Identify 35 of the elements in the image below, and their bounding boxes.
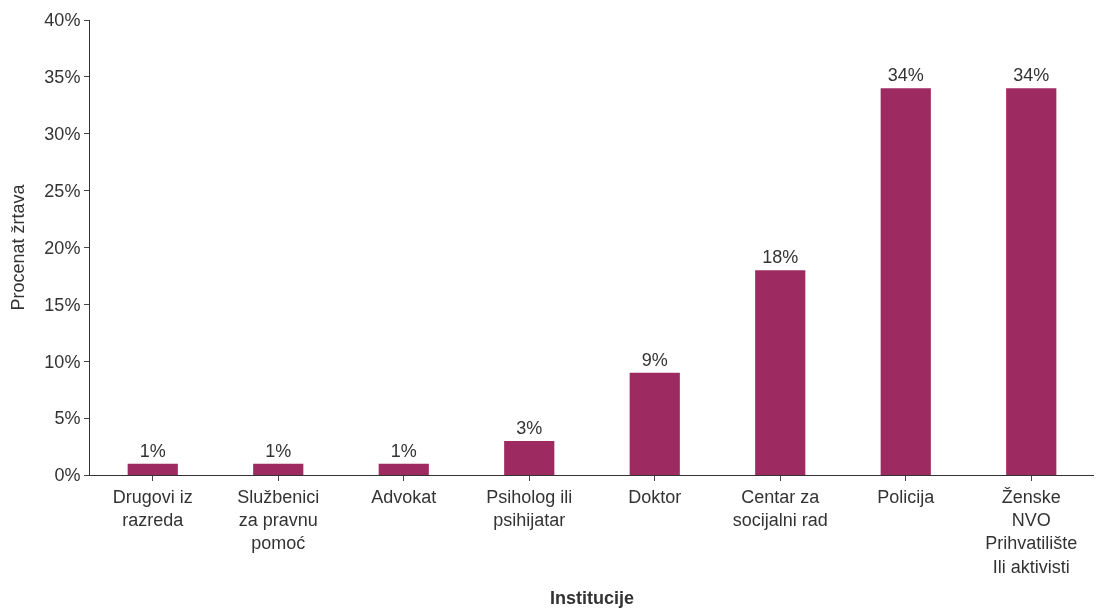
y-tick-label: 20% (44, 237, 81, 258)
x-tick-label: Advokat (371, 486, 437, 507)
data-label: 34% (1013, 65, 1050, 86)
bar (755, 270, 806, 475)
bar (504, 440, 555, 475)
y-tick-label: 5% (54, 408, 81, 429)
bar (629, 372, 680, 475)
x-axis-title: Institucije (549, 587, 635, 608)
bar (880, 88, 931, 475)
data-label: 3% (516, 417, 543, 438)
bar (1006, 88, 1057, 475)
data-label: 9% (641, 349, 668, 370)
x-tick-label: Službenici za pravnu pomoć (237, 486, 320, 554)
x-tick-label: Psiholog ili psihijatar (486, 486, 573, 530)
data-label: 1% (265, 440, 292, 461)
y-tick-label: 30% (44, 124, 81, 145)
x-tick-label: Policija (877, 486, 936, 507)
data-label: 34% (887, 65, 924, 86)
y-tick-label: 10% (44, 351, 81, 372)
x-tick-label: Centar za socijalni rad (732, 486, 828, 530)
data-label: 1% (390, 440, 417, 461)
x-tick-label: Doktor (628, 486, 682, 507)
bar (127, 463, 178, 475)
y-tick-label: 35% (44, 67, 81, 88)
x-tick-label: Drugovi iz razreda (112, 486, 193, 530)
y-tick-label: 0% (54, 465, 81, 486)
y-tick-label: 25% (44, 180, 81, 201)
data-label: 18% (762, 247, 799, 268)
bar (378, 463, 429, 475)
data-label: 1% (139, 440, 166, 461)
y-axis-title: Procenat žrtava (7, 183, 28, 311)
y-tick-label: 15% (44, 294, 81, 315)
x-tick-label: Ženske NVO Prihvatilište Ili aktivisti (985, 486, 1078, 577)
bar (253, 463, 304, 475)
y-tick-label: 40% (44, 10, 81, 31)
